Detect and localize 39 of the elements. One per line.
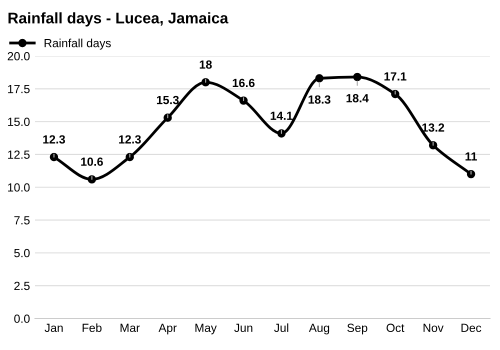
x-tick-label: Feb <box>82 323 102 332</box>
y-tick-label: 12.5 <box>8 150 30 159</box>
x-tick-label: Dec <box>462 324 482 332</box>
x-tick-label: Aug <box>308 324 330 334</box>
x-tick-label: Oct <box>386 324 404 332</box>
y-tick-label: 5.0 <box>14 248 30 258</box>
data-label: 17.1 <box>384 72 406 80</box>
point <box>239 96 248 105</box>
point <box>353 72 362 82</box>
x-tick-label: Sep <box>347 324 368 334</box>
chart-title: Rainfall days - Lucea, Jamaica <box>8 12 228 26</box>
data-label: 13.2 <box>422 123 444 132</box>
point <box>315 74 324 82</box>
data-label: 10.6 <box>81 158 103 166</box>
x-tick-label: Jun <box>234 324 252 332</box>
x-tick-label: Apr <box>158 324 177 334</box>
y-tick-label: 20.0 <box>8 52 30 60</box>
x-tick-label: Mar <box>120 324 140 332</box>
x-tick-label: Jan <box>44 324 63 332</box>
data-label: 16.6 <box>232 78 255 88</box>
x-tick-label: Jul <box>274 323 288 332</box>
data-label: 14.1 <box>270 112 293 120</box>
data-label: 15.3 <box>156 96 179 104</box>
data-label: 11 <box>466 152 477 161</box>
data-label: 18 <box>200 60 212 69</box>
y-tick-label: 15.0 <box>8 118 30 126</box>
data-label: 18.4 <box>346 94 369 102</box>
y-tick-label: 0.0 <box>14 314 30 323</box>
data-label: 18.3 <box>308 95 330 104</box>
legend-label: Rainfall days <box>44 38 111 50</box>
x-tick-label: May <box>195 324 217 334</box>
y-tick-label: 7.5 <box>14 216 30 224</box>
y-tick-label: 2.5 <box>14 282 30 290</box>
point <box>466 170 476 178</box>
y-tick-label: 10.0 <box>8 183 30 192</box>
y-tick-label: 17.5 <box>8 84 30 94</box>
data-label: 12.3 <box>119 135 141 144</box>
x-tick-label: Nov <box>424 324 444 332</box>
data-label: 12.3 <box>43 135 66 144</box>
